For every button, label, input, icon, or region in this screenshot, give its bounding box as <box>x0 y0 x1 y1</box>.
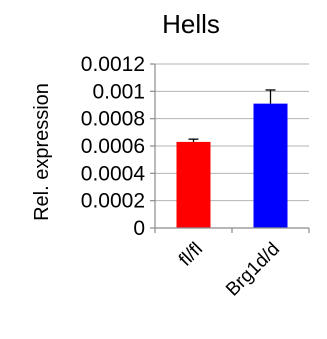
y-tick-label: 0.0004 <box>81 162 146 185</box>
y-tick-label: 0.0008 <box>81 108 145 131</box>
bar-fl-fl <box>176 141 211 228</box>
y-tick-label: 0 <box>133 217 145 240</box>
y-tick-label: 0.001 <box>92 80 145 103</box>
y-tick-labels: 0 0.0002 0.0004 0.0006 0.0008 0.001 0.0012 <box>81 53 146 240</box>
axes <box>150 63 310 233</box>
y-tick-label: 0.0006 <box>81 135 145 158</box>
y-axis-label: Rel. expression <box>31 83 53 221</box>
bars <box>176 103 288 228</box>
y-tick-label: 0.0002 <box>81 190 145 213</box>
bar-brg1d-d <box>253 103 288 228</box>
y-tick-label: 0.0012 <box>81 53 145 76</box>
x-tick-labels: fl/fl Brg1d/d <box>175 239 284 301</box>
x-tick-label: fl/fl <box>175 239 207 271</box>
error-bars <box>188 89 276 142</box>
x-tick-label: Brg1d/d <box>222 239 284 301</box>
chart-title: Hells <box>162 9 220 39</box>
